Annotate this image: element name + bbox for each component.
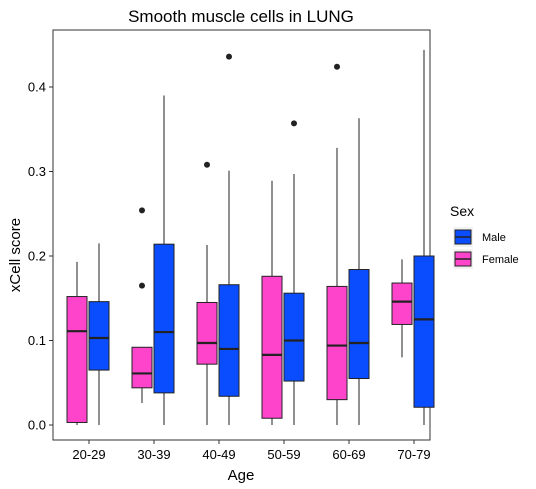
box-body [88,301,110,371]
box-female [326,63,348,425]
box-body [391,282,413,325]
x-tick-label: 60-69 [332,447,365,462]
box-body [66,296,88,423]
legend: Sex Male Female [450,203,519,269]
x-tick-label: 20-29 [72,447,105,462]
x-tick-label: 70-79 [397,447,430,462]
box-body [283,292,305,382]
box-body [131,346,153,389]
x-tick-label: 40-49 [202,447,235,462]
boxplots [66,49,435,425]
box-body [348,269,370,380]
box-male [218,53,240,425]
y-tick-label: 0.0 [28,418,46,433]
y-tick-label: 0.3 [28,164,46,179]
box-male [283,120,305,425]
box-body [218,284,240,397]
outlier-point [139,282,145,289]
x-tick-label: 30-39 [137,447,170,462]
box-body [261,275,283,419]
box-female [131,207,153,404]
outlier-point [139,207,145,214]
box-male [153,95,175,425]
legend-title: Sex [450,203,474,219]
y-tick-label: 0.2 [28,249,46,264]
x-axis-title: Age [228,467,255,484]
box-body [413,255,435,408]
box-male [413,49,435,425]
outlier-point [291,120,297,127]
y-axis: 0.0 0.1 0.2 0.3 0.4 [28,80,53,433]
box-male [88,243,110,425]
chart-title: Smooth muscle cells in LUNG [128,7,354,26]
box-body [196,301,218,365]
y-axis-title: xCell score [7,218,24,292]
outlier-point [334,63,340,70]
box-male [348,118,370,425]
outlier-point [226,53,232,60]
box-body [326,285,348,401]
y-tick-label: 0.4 [28,80,46,95]
legend-label-male: Male [482,232,506,244]
x-axis: 20-29 30-39 40-49 50-59 60-69 70-79 [72,440,431,462]
outlier-point [204,161,210,168]
box-body [153,243,175,394]
box-female [196,161,218,425]
box-female [261,180,283,425]
plot-panel [52,29,431,441]
y-tick-label: 0.1 [28,333,46,348]
legend-label-female: Female [482,254,519,266]
x-tick-label: 50-59 [267,447,300,462]
box-female [391,259,413,358]
box-female [66,261,88,425]
